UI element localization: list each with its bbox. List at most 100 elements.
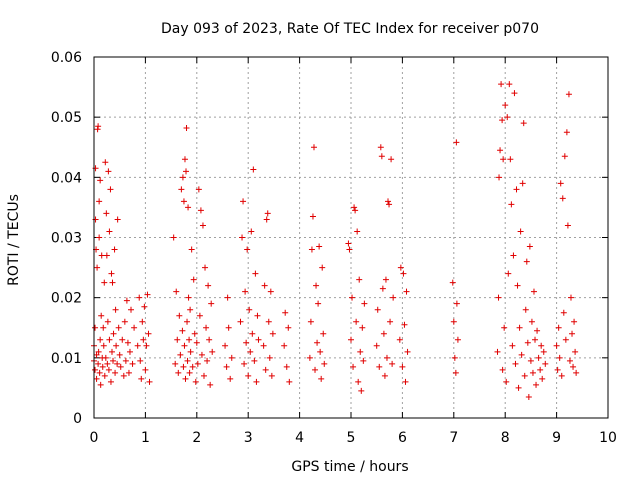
data-point	[570, 363, 577, 370]
data-point	[450, 318, 457, 325]
y-tick-label: 0.02	[51, 291, 82, 307]
data-point	[566, 357, 573, 364]
data-point	[107, 378, 114, 385]
data-point	[509, 342, 516, 349]
data-point	[505, 270, 512, 277]
data-point	[285, 324, 292, 331]
data-point	[199, 222, 206, 229]
y-tick-label: 0.05	[51, 110, 82, 126]
data-point	[572, 348, 579, 355]
data-point	[309, 213, 316, 220]
data-point	[564, 222, 571, 229]
data-point	[176, 312, 183, 319]
data-point	[97, 177, 104, 184]
data-point	[114, 216, 121, 223]
data-point	[197, 207, 204, 214]
data-point	[112, 306, 119, 313]
data-point	[110, 357, 117, 364]
data-point	[312, 366, 319, 373]
data-point	[247, 348, 254, 355]
data-point	[95, 348, 102, 355]
y-tick-label: 0.04	[51, 170, 82, 186]
data-point	[380, 330, 387, 337]
data-point	[314, 339, 321, 346]
data-point	[124, 339, 131, 346]
data-point	[306, 354, 313, 361]
data-point	[261, 282, 268, 289]
data-point	[94, 126, 101, 133]
data-point	[113, 342, 120, 349]
data-point	[526, 243, 533, 250]
data-point	[556, 354, 563, 361]
data-point	[177, 351, 184, 358]
x-tick-label: 3	[244, 430, 253, 446]
data-point	[345, 240, 352, 247]
data-point	[510, 252, 517, 259]
data-point	[96, 198, 103, 205]
data-point	[562, 336, 569, 343]
data-point	[532, 336, 539, 343]
data-point	[107, 186, 114, 193]
data-point	[104, 318, 111, 325]
data-point	[110, 330, 117, 337]
data-point	[563, 129, 570, 136]
data-point	[517, 228, 524, 235]
y-tick-label: 0	[73, 411, 82, 427]
data-point	[136, 294, 143, 301]
data-point	[183, 168, 190, 175]
data-point	[208, 300, 215, 307]
data-point	[569, 330, 576, 337]
x-tick-label: 9	[552, 430, 561, 446]
data-point	[184, 318, 191, 325]
data-point	[499, 117, 506, 124]
data-point	[260, 342, 267, 349]
data-point	[498, 81, 505, 88]
data-point	[102, 159, 109, 166]
data-point	[138, 375, 145, 382]
data-point	[453, 139, 460, 146]
data-point	[514, 282, 521, 289]
data-point	[497, 147, 504, 154]
x-tick-label: 10	[599, 430, 617, 446]
data-point	[527, 357, 534, 364]
data-point	[198, 351, 205, 358]
data-point	[111, 246, 118, 253]
data-point	[192, 378, 199, 385]
data-point	[227, 375, 234, 382]
data-point	[352, 207, 359, 214]
data-point	[519, 180, 526, 187]
data-point	[237, 318, 244, 325]
data-point	[92, 216, 99, 223]
data-point	[180, 198, 187, 205]
x-tick-label: 8	[501, 430, 510, 446]
data-point	[525, 393, 532, 400]
data-point	[378, 153, 385, 160]
data-point	[170, 234, 177, 241]
data-point	[389, 360, 396, 367]
data-point	[553, 342, 560, 349]
data-point	[317, 348, 324, 355]
data-point	[182, 375, 189, 382]
data-point	[97, 381, 104, 388]
data-point	[554, 366, 561, 373]
data-point	[241, 360, 248, 367]
x-tick-label: 2	[192, 430, 201, 446]
data-point	[108, 348, 115, 355]
data-point	[185, 204, 192, 211]
data-point	[518, 351, 525, 358]
data-point	[243, 339, 250, 346]
data-point	[315, 300, 322, 307]
data-point	[388, 156, 395, 163]
data-point	[376, 363, 383, 370]
data-point	[496, 174, 503, 181]
data-point	[533, 381, 540, 388]
data-point	[281, 342, 288, 349]
x-axis-label: GPS time / hours	[291, 459, 408, 475]
data-point	[402, 378, 409, 385]
data-point	[453, 300, 460, 307]
data-point	[508, 201, 515, 208]
y-axis-label: ROTI / TECUs	[6, 194, 22, 286]
x-tick-label: 4	[295, 430, 304, 446]
data-point	[112, 369, 119, 376]
data-point	[522, 306, 529, 313]
